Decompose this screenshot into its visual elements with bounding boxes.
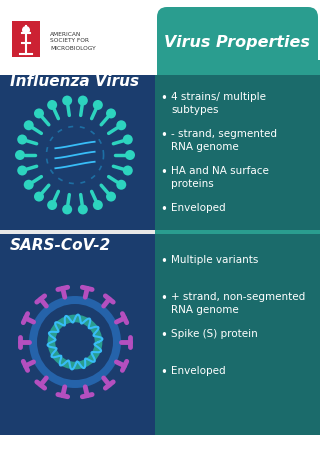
Text: •: • <box>160 92 167 105</box>
Circle shape <box>29 296 121 388</box>
Circle shape <box>48 315 102 369</box>
Circle shape <box>78 204 88 215</box>
FancyBboxPatch shape <box>157 60 320 75</box>
Text: Spike (S) protein: Spike (S) protein <box>171 329 258 339</box>
Text: •: • <box>160 292 167 305</box>
Circle shape <box>24 180 34 190</box>
Circle shape <box>47 100 57 110</box>
Text: SARS-CoV-2: SARS-CoV-2 <box>10 238 111 252</box>
Circle shape <box>17 166 27 176</box>
Text: Influenza Virus: Influenza Virus <box>10 75 139 90</box>
Circle shape <box>62 95 72 106</box>
Circle shape <box>116 180 126 190</box>
Text: •: • <box>160 366 167 379</box>
Circle shape <box>106 108 116 118</box>
FancyBboxPatch shape <box>0 230 155 234</box>
Circle shape <box>22 26 30 34</box>
FancyBboxPatch shape <box>0 232 155 435</box>
Circle shape <box>55 322 95 362</box>
FancyBboxPatch shape <box>155 75 320 230</box>
FancyBboxPatch shape <box>157 7 318 72</box>
Circle shape <box>17 135 27 144</box>
Circle shape <box>24 120 34 130</box>
Text: •: • <box>160 329 167 342</box>
Text: Enveloped: Enveloped <box>171 366 226 376</box>
Text: •: • <box>160 203 167 216</box>
Circle shape <box>123 135 133 144</box>
Text: •: • <box>160 166 167 179</box>
Circle shape <box>106 192 116 202</box>
FancyBboxPatch shape <box>155 234 320 435</box>
Text: •: • <box>160 129 167 142</box>
Text: Multiple variants: Multiple variants <box>171 255 258 265</box>
Circle shape <box>37 304 113 380</box>
Circle shape <box>116 120 126 130</box>
Text: •: • <box>160 255 167 268</box>
Circle shape <box>78 95 88 106</box>
Circle shape <box>125 150 135 160</box>
Circle shape <box>93 200 103 210</box>
Text: Virus Properties: Virus Properties <box>164 35 310 50</box>
Text: - strand, segmented
RNA genome: - strand, segmented RNA genome <box>171 129 277 152</box>
Circle shape <box>34 192 44 202</box>
Circle shape <box>47 200 57 210</box>
Circle shape <box>123 166 133 176</box>
Circle shape <box>34 108 44 118</box>
Text: Enveloped: Enveloped <box>171 203 226 213</box>
FancyBboxPatch shape <box>155 230 320 234</box>
FancyBboxPatch shape <box>0 75 155 232</box>
Circle shape <box>93 100 103 110</box>
FancyBboxPatch shape <box>0 0 320 75</box>
FancyBboxPatch shape <box>12 21 40 57</box>
Circle shape <box>33 113 117 197</box>
Text: 4 strains/ multiple
subtypes: 4 strains/ multiple subtypes <box>171 92 266 115</box>
Text: + strand, non-segmented
RNA genome: + strand, non-segmented RNA genome <box>171 292 305 315</box>
Circle shape <box>15 150 25 160</box>
Text: AMERICAN
SOCIETY FOR
MICROBIOLOGY: AMERICAN SOCIETY FOR MICROBIOLOGY <box>50 32 96 50</box>
Circle shape <box>62 204 72 215</box>
Text: HA and NA surface
proteins: HA and NA surface proteins <box>171 166 269 189</box>
